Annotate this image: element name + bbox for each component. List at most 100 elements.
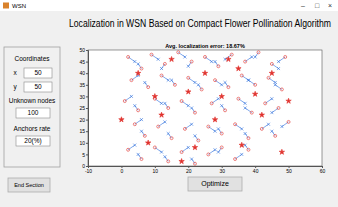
point — [230, 53, 233, 56]
point — [244, 132, 247, 135]
point — [214, 60, 217, 63]
point — [135, 70, 140, 75]
point — [204, 55, 207, 58]
point — [210, 60, 213, 63]
unknown-value[interactable]: 100 — [28, 109, 39, 116]
point — [152, 94, 157, 99]
tick-label: 0 — [121, 168, 124, 174]
point — [239, 142, 244, 147]
point — [157, 58, 160, 61]
tick-label: 0 — [82, 163, 85, 169]
point — [167, 160, 170, 163]
point — [170, 79, 173, 82]
chart-title: Avg. localization error: 18.67% — [165, 43, 245, 49]
point — [270, 62, 273, 65]
point — [130, 79, 133, 82]
tick: -10 — [85, 166, 92, 174]
end-section-button[interactable] — [8, 178, 50, 192]
point — [240, 153, 243, 156]
point — [190, 60, 193, 63]
point — [133, 144, 136, 147]
point — [163, 102, 166, 105]
anchors-input[interactable] — [16, 136, 50, 146]
point — [160, 102, 163, 105]
point — [280, 88, 283, 91]
plot-area — [88, 50, 322, 166]
point — [270, 97, 273, 100]
window-control[interactable]: – — [301, 2, 305, 9]
point — [119, 117, 124, 122]
point — [257, 51, 260, 54]
point — [217, 151, 220, 154]
point — [193, 111, 196, 114]
tick: 20 — [186, 166, 192, 174]
tick: 10 — [79, 140, 88, 146]
point — [140, 130, 143, 133]
tick-label: 20 — [186, 168, 192, 174]
x-input[interactable] — [24, 68, 52, 78]
optimize-button-label[interactable]: Optimize — [201, 180, 229, 188]
tick: 0 — [121, 166, 124, 174]
tick-label: 40 — [253, 168, 259, 174]
point — [153, 146, 156, 149]
point — [187, 104, 190, 107]
window-title: WSN — [12, 3, 26, 9]
tick: 40 — [253, 166, 259, 174]
point — [179, 159, 184, 164]
point — [187, 146, 190, 149]
x-value[interactable]: 50 — [34, 69, 42, 76]
window-bg — [0, 0, 338, 207]
point — [224, 81, 227, 84]
tick-label: 50 — [286, 168, 292, 174]
point — [250, 111, 253, 114]
y-value[interactable]: 50 — [34, 83, 42, 90]
point — [219, 94, 224, 99]
point — [190, 158, 193, 161]
point — [207, 153, 210, 156]
point — [207, 125, 210, 128]
point — [173, 83, 176, 86]
point — [143, 134, 146, 137]
point — [193, 134, 196, 137]
point — [287, 120, 290, 123]
point — [274, 83, 277, 86]
point — [220, 83, 223, 86]
point — [180, 151, 183, 154]
point — [123, 100, 126, 103]
point — [157, 125, 160, 128]
point — [252, 91, 257, 96]
point — [220, 104, 223, 107]
point — [197, 139, 200, 142]
point — [170, 137, 173, 140]
point — [264, 102, 267, 105]
point — [274, 134, 277, 137]
x-axis: -100102030405060 — [85, 166, 326, 174]
point — [247, 79, 250, 82]
tick: 45 — [79, 59, 88, 65]
tick: 25 — [79, 105, 88, 111]
point — [160, 67, 163, 70]
point — [137, 109, 140, 112]
optimize-button[interactable] — [188, 177, 242, 191]
tick: 30 — [79, 94, 88, 100]
tick-label: 10 — [153, 168, 159, 174]
point — [183, 55, 186, 58]
point — [167, 132, 170, 135]
point — [234, 158, 237, 161]
window-control[interactable]: □ — [315, 2, 320, 9]
point — [202, 70, 207, 75]
unknown-input[interactable] — [16, 108, 50, 118]
y-input[interactable] — [24, 82, 52, 92]
point — [224, 109, 227, 112]
anchors-value[interactable]: 20(%) — [24, 137, 41, 145]
input-panel — [4, 47, 60, 167]
point — [169, 56, 174, 61]
anchors-label: Anchors rate — [14, 125, 51, 132]
tick-label: 50 — [79, 47, 85, 53]
point — [147, 86, 150, 89]
end-section-button-label[interactable]: End Section — [14, 182, 44, 188]
point — [227, 86, 230, 89]
point — [244, 107, 247, 110]
point — [187, 76, 190, 79]
window-control[interactable]: × — [328, 2, 332, 9]
